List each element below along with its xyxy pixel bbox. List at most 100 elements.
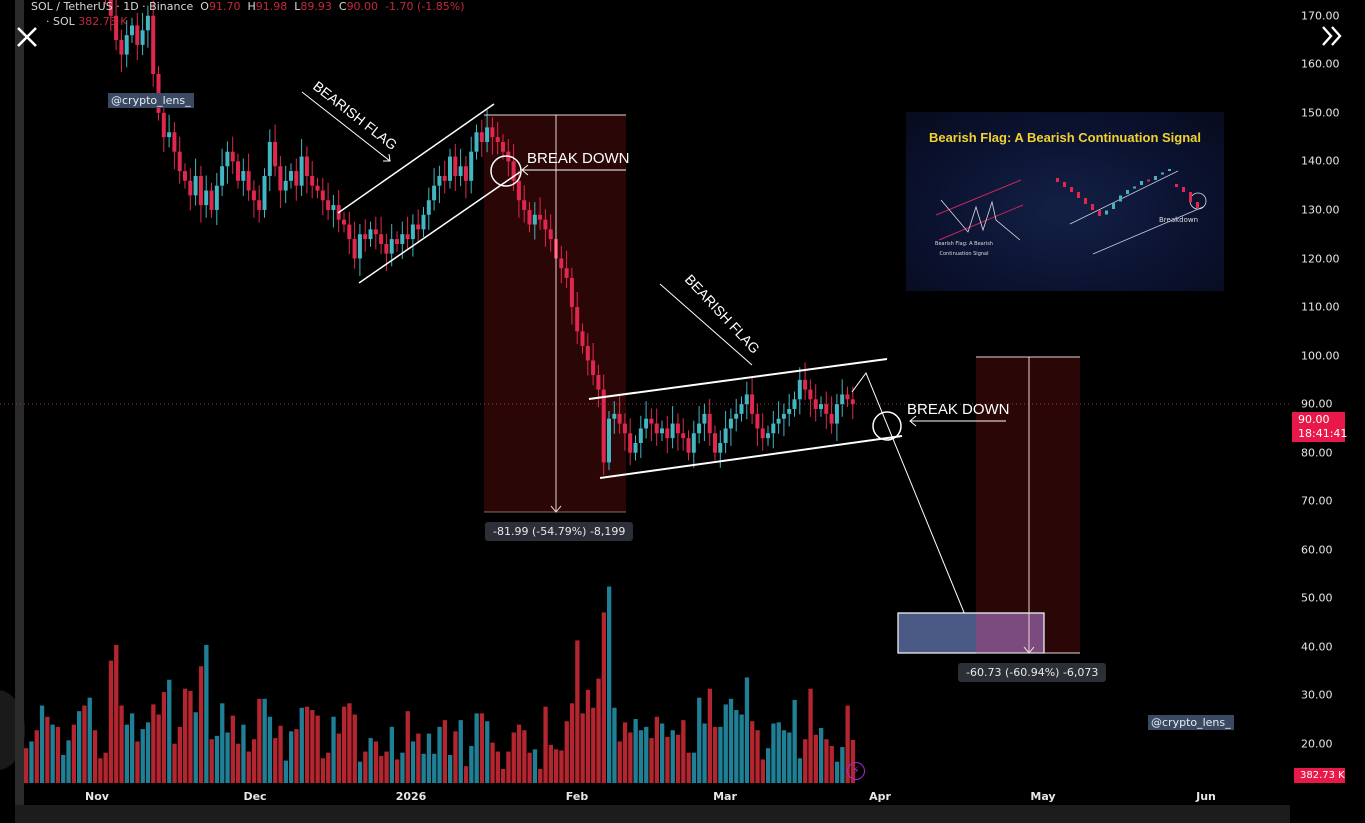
candle — [792, 399, 797, 410]
candle — [294, 171, 299, 186]
volume-bar — [538, 768, 543, 783]
volume-legend[interactable]: · SOL 382.73 K — [46, 15, 127, 28]
candle — [320, 190, 325, 201]
volume-bar — [342, 706, 347, 783]
time-scrollbar[interactable] — [15, 805, 1290, 823]
volume-bar — [55, 726, 61, 783]
candle — [326, 200, 331, 210]
candle — [845, 394, 850, 400]
volume-bar — [776, 722, 781, 783]
volume-bar — [522, 730, 527, 783]
volume-bar — [214, 735, 220, 783]
left-scrollbar[interactable] — [15, 0, 24, 805]
price-tick-label: 140.00 — [1301, 154, 1340, 168]
candle — [485, 127, 490, 142]
lightning-icon[interactable]: ⚡ — [847, 762, 865, 780]
candle — [135, 25, 140, 45]
volume-bar — [569, 703, 575, 783]
candle — [681, 433, 686, 439]
open-value: 91.70 — [208, 0, 241, 13]
candle — [342, 219, 346, 225]
volume-bar — [384, 751, 389, 783]
volume-bar — [145, 722, 151, 783]
inset-diagram: Bearish Flag: A Bearish Continuation Sig… — [935, 169, 1207, 257]
inset-candle — [1189, 192, 1192, 202]
symbol-legend[interactable]: SOL / TetherUS · 1D · Binance O91.70 H91… — [31, 0, 465, 13]
volume-bar — [532, 749, 538, 783]
volume-bar — [209, 739, 214, 783]
candle — [649, 418, 654, 424]
volume-bar — [198, 666, 204, 783]
volume-bar — [453, 731, 458, 783]
candle — [718, 442, 723, 453]
candle — [829, 413, 834, 424]
inset-candle — [1154, 176, 1157, 180]
price-tick-label: 20.00 — [1301, 737, 1333, 751]
open-label: O — [200, 0, 209, 13]
candle — [246, 171, 251, 191]
candle — [781, 413, 786, 419]
candle — [713, 433, 717, 453]
candle — [278, 166, 283, 191]
volume-bar — [612, 707, 617, 783]
flag1-pointer-arrowhead — [383, 153, 391, 162]
flag1-upper-line[interactable] — [337, 103, 495, 214]
candle — [389, 239, 394, 254]
candle — [808, 389, 813, 400]
candle — [421, 214, 426, 230]
breakdown2-label: BREAK DOWN — [907, 401, 1010, 418]
inset-candle — [1056, 178, 1059, 182]
volume-bar — [278, 725, 283, 783]
volume-bar — [24, 748, 29, 783]
price-tick-label: 60.00 — [1301, 543, 1333, 557]
candle — [628, 433, 633, 453]
candle — [432, 185, 437, 201]
volume-bar — [156, 714, 161, 783]
target-box-overlap — [976, 614, 1043, 652]
candle — [819, 404, 823, 410]
volume-bar — [220, 703, 225, 783]
volume-bar — [601, 612, 606, 783]
volume-bar — [45, 716, 50, 783]
low-label: L — [294, 0, 301, 13]
flag2-upper-line[interactable] — [588, 358, 888, 400]
breakdown1-arrowhead — [521, 164, 529, 176]
candle — [538, 214, 543, 220]
flag1-pointer-arrow — [301, 91, 391, 162]
inset-candle — [1105, 210, 1108, 215]
volume-bar — [633, 719, 638, 783]
volume-bar — [585, 689, 591, 783]
candle — [824, 404, 829, 414]
last-price-tag: 90.00 18:41:41 — [1292, 412, 1347, 442]
candle — [145, 15, 150, 31]
time-tick-label: Nov — [85, 790, 109, 803]
breakdown2-arrowhead — [909, 415, 917, 427]
double-chevron-right-icon[interactable] — [1318, 22, 1346, 50]
breakdown1-label: BREAK DOWN — [527, 150, 630, 167]
volume-bar — [188, 690, 193, 783]
volume-bar — [416, 733, 421, 783]
price-tick-label: 80.00 — [1301, 446, 1333, 460]
volume-bar — [230, 715, 235, 783]
volume-bar — [262, 698, 267, 783]
volume-bar — [755, 730, 760, 783]
candle — [410, 224, 415, 240]
volume-bar — [400, 752, 405, 783]
candle — [474, 132, 479, 152]
volume-bar — [405, 711, 410, 783]
flag2-lower-line[interactable] — [599, 435, 903, 479]
volume-bar — [246, 751, 251, 783]
flag1-lower-line[interactable] — [358, 171, 521, 284]
candle — [644, 418, 649, 429]
close-icon[interactable] — [14, 24, 40, 50]
volume-bar — [474, 713, 479, 783]
volume-bar — [628, 732, 633, 783]
candle — [675, 423, 680, 434]
inset-breakdown-label: Breakdown — [1159, 216, 1198, 224]
volume-bar — [718, 726, 723, 783]
candle — [453, 156, 458, 176]
volume-bar — [87, 697, 92, 783]
candle — [299, 156, 304, 186]
candle — [416, 224, 421, 230]
